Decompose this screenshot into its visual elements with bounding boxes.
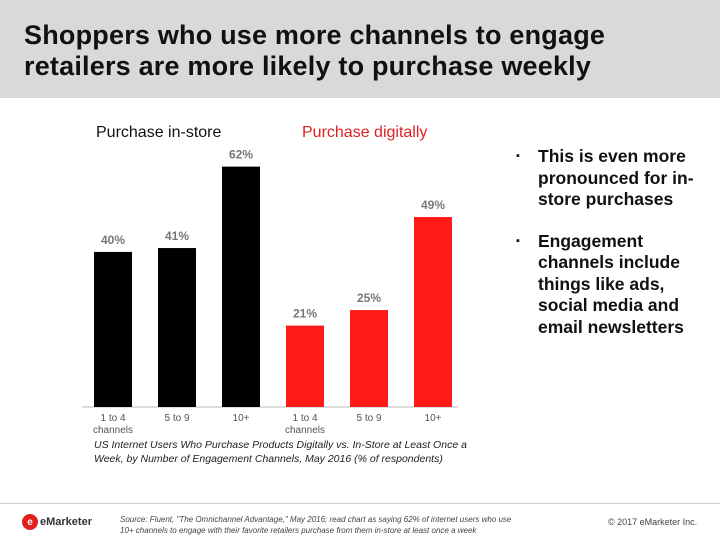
x-tick-label: 5 to 9	[164, 413, 189, 424]
x-tick-label: 1 to 4	[292, 413, 317, 424]
logo-text: eMarketer	[40, 516, 92, 528]
bar	[286, 325, 324, 407]
bullet-text: This is even more pronounced for in-stor…	[538, 146, 694, 209]
emarketer-logo: e eMarketer	[22, 513, 92, 531]
data-label: 41%	[165, 229, 189, 243]
bar	[414, 217, 452, 407]
title-banner: Shoppers who use more channels to engage…	[0, 0, 720, 98]
title-line-2: retailers are more likely to purchase we…	[24, 51, 592, 81]
x-tick-label: 5 to 9	[356, 413, 381, 424]
copyright: © 2017 eMarketer Inc.	[608, 517, 698, 527]
data-label: 21%	[293, 307, 317, 321]
bullet-item: ▪ Engagement channels include things like…	[512, 231, 712, 339]
source-note: Source: Fluent, "The Omnichannel Advanta…	[120, 514, 560, 536]
x-tick-label: 10+	[425, 413, 442, 424]
bullet-marker-icon: ▪	[516, 234, 520, 247]
title-line-1: Shoppers who use more channels to engage	[24, 20, 606, 50]
source-line-1: Source: Fluent, "The Omnichannel Advanta…	[120, 515, 512, 524]
bullet-list: ▪ This is even more pronounced for in-sto…	[512, 146, 712, 358]
bullet-marker-icon: ▪	[516, 150, 520, 162]
data-label: 25%	[357, 291, 381, 305]
chart-caption: US Internet Users Who Purchase Products …	[94, 438, 494, 466]
bar	[158, 248, 196, 407]
data-label: 49%	[421, 198, 445, 212]
logo-mark-icon: e	[22, 514, 38, 530]
caption-line-1: US Internet Users Who Purchase Products …	[94, 439, 467, 451]
x-tick-label-line2: channels	[93, 425, 133, 436]
bar	[350, 310, 388, 407]
source-line-2: 10+ channels to engage with their favori…	[120, 526, 477, 535]
x-tick-label: 1 to 4	[100, 413, 125, 424]
legend-instore-label: Purchase in-store	[96, 124, 222, 141]
x-tick-label: 10+	[233, 413, 250, 424]
legend-digital-label: Purchase digitally	[302, 124, 428, 141]
bar	[94, 251, 132, 407]
bullet-text: Engagement channels include things like …	[538, 230, 684, 337]
bar	[222, 166, 260, 407]
page-title: Shoppers who use more channels to engage…	[24, 20, 704, 82]
caption-line-2: Week, by Number of Engagement Channels, …	[94, 453, 443, 465]
data-label: 62%	[229, 148, 253, 162]
data-label: 40%	[101, 233, 125, 247]
x-tick-label-line2: channels	[285, 425, 325, 436]
footer-divider	[0, 503, 720, 504]
bullet-item: ▪ This is even more pronounced for in-sto…	[512, 146, 712, 211]
